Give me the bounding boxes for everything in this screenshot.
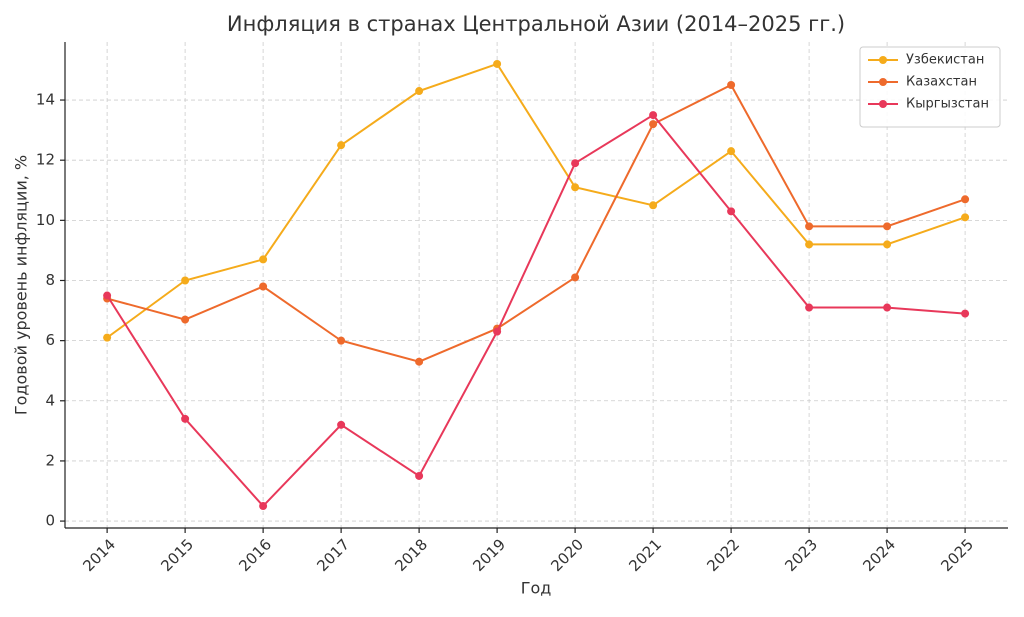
y-tick-label: 4 — [45, 391, 55, 409]
legend-label: Казахстан — [906, 75, 977, 90]
y-tick-label: 8 — [45, 271, 55, 289]
y-tick-label: 0 — [45, 512, 55, 530]
point — [883, 303, 892, 312]
x-tick-label: 2024 — [859, 535, 899, 575]
y-tick-label: 10 — [36, 211, 55, 229]
point — [259, 282, 268, 291]
point — [805, 240, 814, 249]
point — [727, 147, 736, 156]
point — [415, 357, 424, 366]
x-tick-label: 2017 — [313, 535, 353, 575]
x-tick-label: 2018 — [391, 535, 431, 575]
x-tick-label: 2022 — [703, 535, 743, 575]
point — [805, 222, 814, 231]
legend-label: Кыргызстан — [906, 97, 989, 112]
point — [883, 222, 892, 231]
point — [571, 273, 580, 282]
y-tick-label: 14 — [36, 91, 55, 109]
point — [415, 471, 424, 480]
point — [259, 255, 268, 264]
point — [727, 207, 736, 216]
x-tick-label: 2015 — [157, 535, 197, 575]
point — [961, 213, 970, 222]
legend-label: Узбекистан — [906, 53, 984, 68]
x-tick-label: 2014 — [79, 535, 119, 575]
point — [103, 291, 112, 300]
point — [103, 333, 112, 342]
point — [961, 309, 970, 318]
point — [337, 141, 346, 150]
point — [337, 420, 346, 429]
point — [649, 111, 658, 120]
legend-box — [859, 46, 1001, 128]
legend-marker — [879, 100, 887, 108]
point — [415, 87, 424, 96]
x-tick-label: 2020 — [547, 535, 587, 575]
point — [649, 120, 658, 129]
point — [883, 240, 892, 249]
point — [337, 336, 346, 345]
point — [805, 303, 814, 312]
point — [181, 315, 190, 324]
chart-title: Инфляция в странах Центральной Азии (201… — [227, 12, 845, 36]
legend-marker — [879, 56, 887, 64]
point — [727, 81, 736, 90]
line — [106, 83, 966, 363]
point — [571, 183, 580, 192]
x-tick-label: 2025 — [937, 535, 977, 575]
point — [961, 195, 970, 204]
line — [106, 62, 966, 339]
y-tick-label: 2 — [45, 451, 55, 469]
y-tick-label: 12 — [36, 151, 55, 169]
y-axis-label: Годовой уровень инфляции, % — [12, 155, 31, 415]
point — [493, 59, 502, 68]
point — [181, 276, 190, 285]
point — [493, 327, 502, 336]
point — [571, 159, 580, 168]
x-tick-label: 2016 — [235, 535, 275, 575]
x-tick-label: 2021 — [625, 535, 665, 575]
x-axis-label: Год — [521, 579, 552, 598]
line — [106, 113, 966, 508]
point — [259, 502, 268, 511]
x-tick-label: 2023 — [781, 535, 821, 575]
point — [649, 201, 658, 210]
y-tick-label: 6 — [45, 331, 55, 349]
x-tick-label: 2019 — [469, 535, 509, 575]
legend-marker — [879, 78, 887, 86]
point — [181, 414, 190, 423]
